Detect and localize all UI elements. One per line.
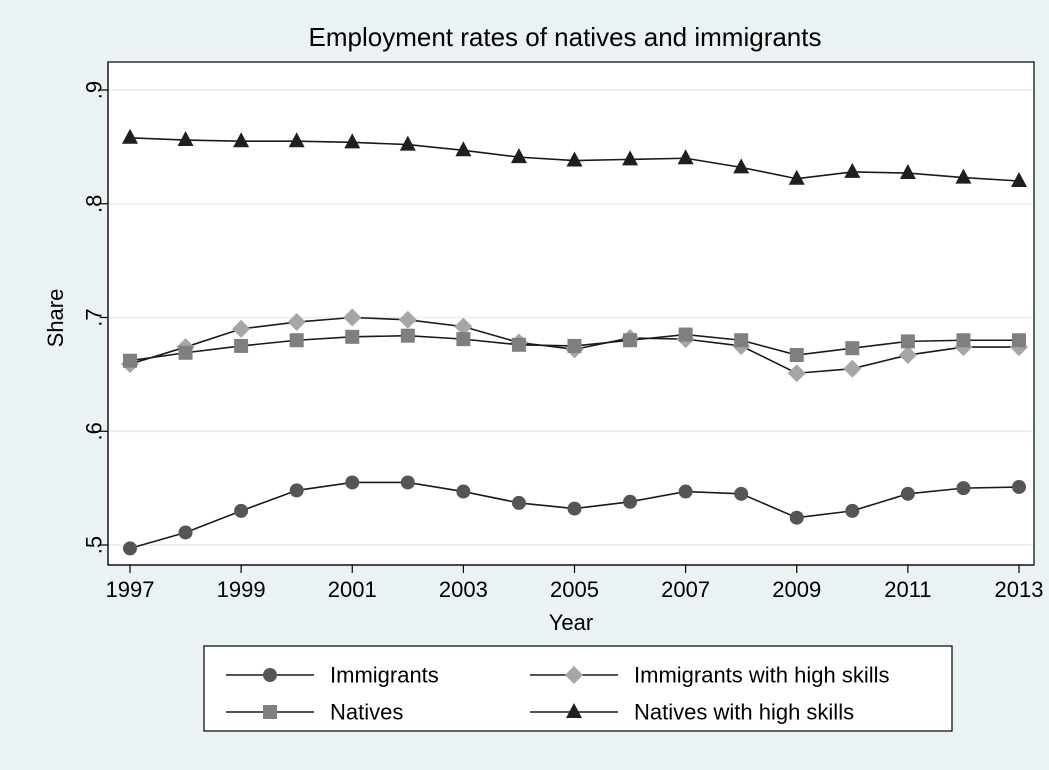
x-tick-label-4: 2005 — [550, 577, 599, 602]
point-3-10 — [677, 149, 694, 165]
point-2-7 — [511, 337, 526, 352]
series-0 — [123, 475, 1026, 556]
point-3-3 — [288, 132, 305, 148]
y-tick-label-2: .7 — [82, 308, 107, 326]
point-0-16 — [1012, 479, 1026, 494]
legend-marker-3 — [566, 703, 582, 718]
point-2-0 — [123, 353, 137, 368]
point-3-2 — [233, 132, 250, 148]
legend-label-2: Natives — [330, 700, 403, 725]
point-2-10 — [678, 327, 693, 342]
legend-label-3: Natives with high skills — [634, 700, 854, 725]
series-group — [121, 128, 1028, 556]
point-0-13 — [845, 503, 860, 518]
series-3 — [122, 128, 1027, 187]
x-tick-label-3: 2003 — [439, 577, 488, 602]
y-tick-label-3: .8 — [82, 195, 107, 213]
x-tick-label-5: 2007 — [661, 577, 710, 602]
plot-area — [107, 61, 1035, 566]
x-tick-label-6: 2009 — [772, 577, 821, 602]
point-3-11 — [733, 158, 750, 174]
point-1-5 — [398, 310, 417, 329]
legend-marker-2 — [263, 705, 277, 719]
x-tick-label-1: 1999 — [217, 577, 266, 602]
point-2-4 — [345, 329, 360, 344]
point-2-5 — [400, 328, 415, 343]
point-0-6 — [456, 484, 471, 499]
point-3-6 — [455, 141, 472, 157]
x-tick-label-2: 2001 — [328, 577, 377, 602]
series-2 — [123, 327, 1026, 368]
point-2-11 — [734, 333, 749, 348]
point-2-3 — [289, 333, 304, 348]
point-0-1 — [178, 525, 193, 540]
legend-label-0: Immigrants — [330, 663, 439, 688]
point-3-5 — [399, 135, 416, 151]
y-tick-label-1: .6 — [82, 422, 107, 440]
point-0-10 — [678, 484, 693, 499]
point-2-2 — [234, 338, 249, 353]
point-2-1 — [178, 345, 193, 360]
legend-marker-0 — [263, 668, 277, 682]
point-3-0 — [122, 128, 138, 144]
point-0-8 — [567, 501, 582, 516]
point-1-2 — [232, 319, 251, 338]
point-3-15 — [955, 168, 972, 184]
point-0-5 — [400, 475, 415, 490]
x-tick-label-7: 2011 — [884, 577, 931, 602]
point-1-3 — [287, 313, 306, 332]
legend-entry-1: Immigrants with high skills — [530, 663, 890, 688]
chart-title: Employment rates of natives and immigran… — [309, 22, 822, 52]
point-2-12 — [789, 348, 804, 363]
point-1-12 — [787, 364, 806, 383]
legend-entry-2: Natives — [226, 700, 403, 725]
x-tick-label-8: 2013 — [995, 577, 1044, 602]
point-0-14 — [900, 486, 915, 501]
point-0-7 — [511, 495, 526, 510]
legend-label-1: Immigrants with high skills — [634, 663, 890, 688]
legend-marker-1 — [565, 666, 583, 684]
x-tick-label-0: 1997 — [106, 577, 155, 602]
legend-entry-3: Natives with high skills — [530, 700, 854, 725]
legend: Immigrants Immigrants with high skills Nat… — [203, 645, 953, 732]
point-0-11 — [734, 486, 749, 501]
point-2-8 — [567, 338, 582, 353]
point-0-0 — [123, 541, 137, 556]
x-axis-label: Year — [549, 610, 593, 635]
point-3-13 — [844, 162, 861, 178]
point-3-7 — [510, 148, 527, 164]
point-2-16 — [1012, 333, 1026, 348]
point-0-12 — [789, 510, 804, 525]
point-3-1 — [177, 131, 194, 147]
point-2-6 — [456, 332, 471, 347]
point-2-15 — [956, 333, 971, 348]
point-3-12 — [788, 169, 805, 185]
x-axis: 1997 1999 2001 2003 2005 2007 2009 2011 2013 — [106, 564, 1044, 602]
point-2-13 — [845, 341, 860, 356]
point-3-9 — [622, 150, 639, 166]
point-0-4 — [345, 475, 360, 490]
point-0-3 — [289, 483, 304, 498]
point-3-14 — [899, 164, 916, 180]
point-3-8 — [566, 151, 583, 167]
point-3-16 — [1011, 172, 1027, 187]
point-0-2 — [234, 503, 249, 518]
y-tick-label-0: .5 — [82, 536, 107, 554]
point-0-15 — [956, 481, 971, 496]
y-axis-label: Share — [43, 289, 68, 348]
y-tick-label-4: .9 — [82, 81, 107, 99]
point-1-4 — [343, 308, 362, 327]
gridlines — [109, 89, 1033, 546]
point-2-14 — [900, 334, 915, 349]
point-3-4 — [344, 133, 361, 149]
point-1-13 — [843, 359, 862, 378]
point-0-9 — [623, 494, 638, 509]
legend-entry-0: Immigrants — [226, 663, 439, 688]
point-2-9 — [623, 333, 638, 348]
point-1-6 — [454, 317, 473, 336]
y-axis: .5 .6 .7 .8 .9 — [82, 62, 109, 565]
point-1-14 — [898, 346, 917, 365]
